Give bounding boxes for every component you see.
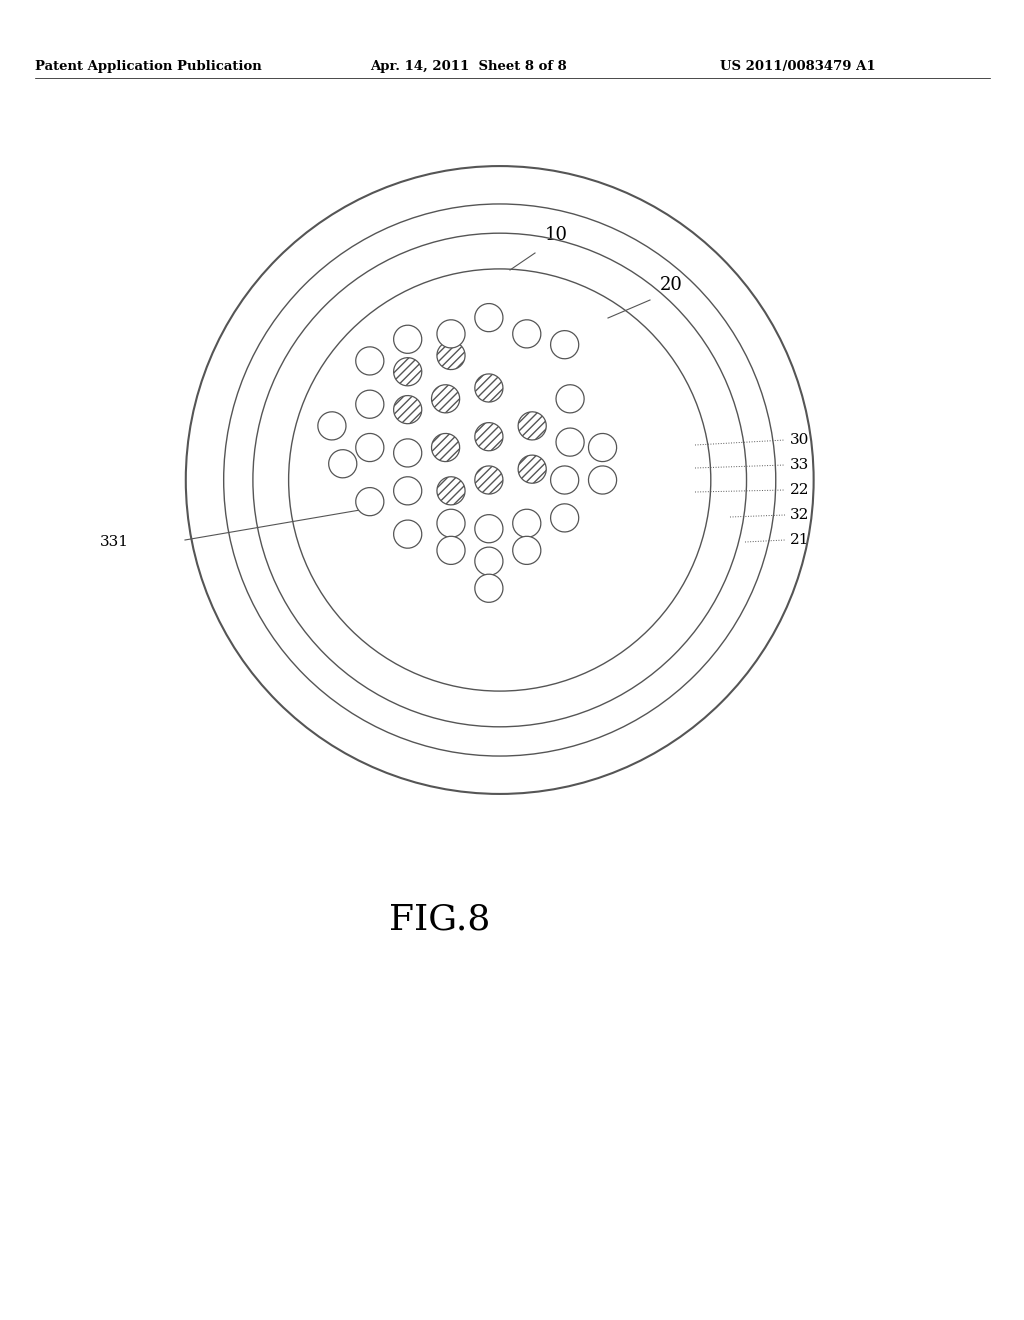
Text: 30: 30 <box>790 433 809 447</box>
Ellipse shape <box>551 330 579 359</box>
Ellipse shape <box>393 396 422 424</box>
Ellipse shape <box>518 455 546 483</box>
Ellipse shape <box>556 428 584 457</box>
Ellipse shape <box>355 433 384 462</box>
Ellipse shape <box>513 510 541 537</box>
Ellipse shape <box>475 374 503 403</box>
Ellipse shape <box>437 477 465 504</box>
Text: 22: 22 <box>790 483 810 498</box>
Ellipse shape <box>437 510 465 537</box>
Ellipse shape <box>513 536 541 565</box>
Ellipse shape <box>475 304 503 331</box>
Text: Apr. 14, 2011  Sheet 8 of 8: Apr. 14, 2011 Sheet 8 of 8 <box>370 59 566 73</box>
Ellipse shape <box>475 422 503 450</box>
Ellipse shape <box>437 342 465 370</box>
Ellipse shape <box>393 520 422 548</box>
Ellipse shape <box>551 504 579 532</box>
Ellipse shape <box>393 358 422 385</box>
Ellipse shape <box>589 466 616 494</box>
Ellipse shape <box>393 438 422 467</box>
Ellipse shape <box>355 487 384 516</box>
Text: US 2011/0083479 A1: US 2011/0083479 A1 <box>720 59 876 73</box>
Ellipse shape <box>393 477 422 504</box>
Ellipse shape <box>437 536 465 565</box>
Ellipse shape <box>329 450 356 478</box>
Ellipse shape <box>589 433 616 462</box>
Text: 20: 20 <box>660 276 683 294</box>
Ellipse shape <box>393 325 422 354</box>
Ellipse shape <box>355 347 384 375</box>
Text: 33: 33 <box>790 458 809 473</box>
Ellipse shape <box>355 391 384 418</box>
Text: 32: 32 <box>790 508 809 521</box>
Ellipse shape <box>475 466 503 494</box>
Text: 21: 21 <box>790 533 810 546</box>
Ellipse shape <box>518 412 546 440</box>
Ellipse shape <box>513 319 541 348</box>
Text: Patent Application Publication: Patent Application Publication <box>35 59 262 73</box>
Text: FIG.8: FIG.8 <box>389 903 490 937</box>
Ellipse shape <box>475 515 503 543</box>
Ellipse shape <box>431 433 460 462</box>
Ellipse shape <box>475 574 503 602</box>
Ellipse shape <box>551 466 579 494</box>
Ellipse shape <box>437 319 465 348</box>
Text: 331: 331 <box>100 535 129 549</box>
Ellipse shape <box>431 384 460 413</box>
Text: 10: 10 <box>545 226 568 244</box>
Ellipse shape <box>317 412 346 440</box>
Ellipse shape <box>475 546 503 576</box>
Ellipse shape <box>556 384 584 413</box>
